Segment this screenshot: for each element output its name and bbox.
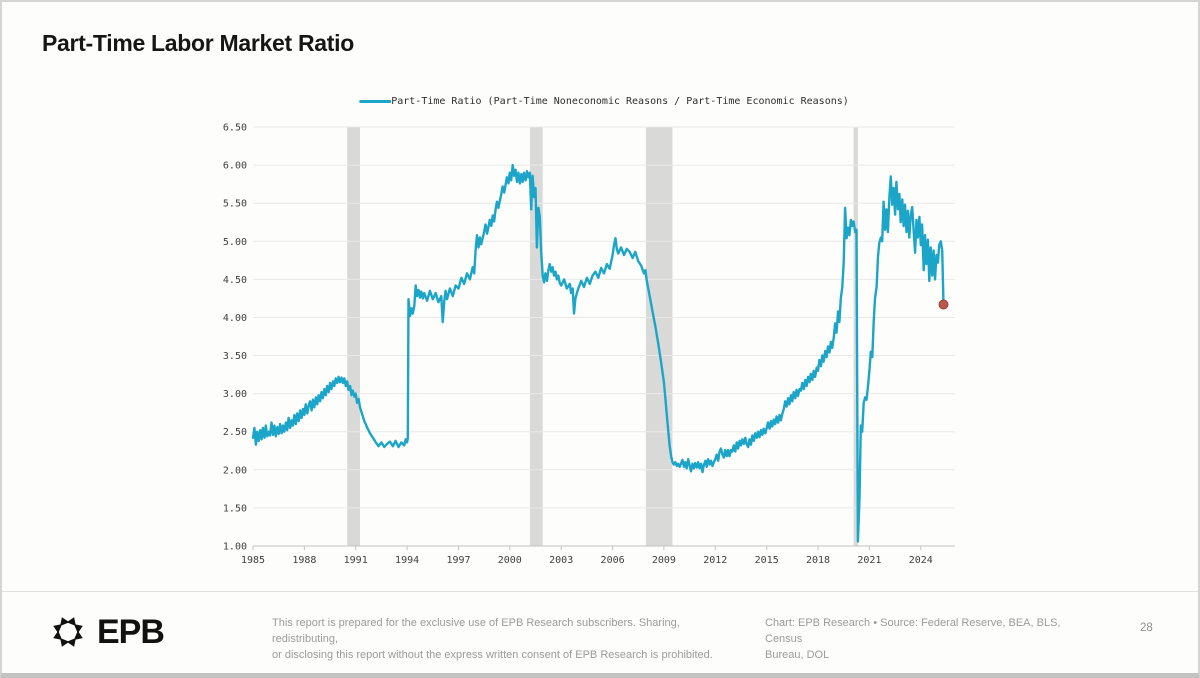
svg-text:2018: 2018 — [806, 555, 830, 566]
x-axis-labels: 1985 1988 1991 1994 1997 2000 2003 2006 2009 2012… — [241, 555, 933, 566]
svg-text:2024: 2024 — [909, 555, 933, 566]
footer-divider — [2, 591, 1198, 592]
source-note: Chart: EPB Research • Source: Federal Re… — [765, 615, 1095, 663]
svg-text:1.00: 1.00 — [223, 542, 247, 553]
svg-text:2000: 2000 — [498, 555, 522, 566]
svg-text:2021: 2021 — [857, 555, 881, 566]
page-title: Part-Time Labor Market Ratio — [42, 30, 354, 56]
svg-text:2003: 2003 — [549, 555, 573, 566]
svg-text:1.50: 1.50 — [223, 503, 247, 514]
svg-text:5.00: 5.00 — [223, 237, 247, 248]
svg-text:2.50: 2.50 — [223, 427, 247, 438]
logo-triangle — [66, 617, 76, 627]
epb-logo: EPB — [48, 608, 165, 656]
svg-text:1985: 1985 — [241, 555, 265, 566]
logo-triangle — [66, 637, 76, 647]
disclaimer-line-1: This report is prepared for the exclusiv… — [272, 617, 680, 645]
logo-triangle — [73, 630, 83, 640]
logo-triangle — [53, 624, 63, 634]
logo-triangle — [53, 630, 63, 640]
y-axis-labels: 1.00 1.50 2.00 2.50 3.00 3.50 4.00 4.50 5.00 5.50… — [223, 123, 247, 553]
source-line-2: Bureau, DOL — [765, 649, 830, 661]
logo-triangle — [73, 624, 83, 634]
disclaimer-text: This report is prepared for the exclusiv… — [272, 615, 742, 663]
svg-text:2015: 2015 — [755, 555, 779, 566]
svg-text:4.00: 4.00 — [223, 313, 247, 324]
svg-text:3.00: 3.00 — [223, 389, 247, 400]
source-line-1: Chart: EPB Research • Source: Federal Re… — [765, 617, 1061, 645]
epb-logo-text: EPB — [97, 612, 165, 651]
svg-text:4.50: 4.50 — [223, 275, 247, 286]
latest-value-dot — [938, 299, 949, 310]
recession-bands — [347, 127, 858, 546]
svg-text:2009: 2009 — [652, 555, 676, 566]
x-axis — [252, 545, 955, 550]
svg-text:1994: 1994 — [395, 555, 419, 566]
disclaimer-line-2: or disclosing this report without the ex… — [272, 649, 713, 661]
legend-label: Part-Time Ratio (Part-Time Noneconomic R… — [391, 96, 849, 107]
svg-text:1991: 1991 — [344, 555, 368, 566]
svg-text:1997: 1997 — [446, 555, 470, 566]
svg-text:6.00: 6.00 — [223, 161, 247, 172]
svg-text:6.50: 6.50 — [223, 123, 247, 134]
svg-text:1988: 1988 — [292, 555, 316, 566]
svg-text:2006: 2006 — [601, 555, 625, 566]
logo-triangle — [60, 617, 70, 627]
logo-triangle — [60, 637, 70, 647]
legend-line-swatch — [359, 100, 392, 103]
epb-logo-icon — [53, 617, 83, 647]
chart-legend: Part-Time Ratio (Part-Time Noneconomic R… — [359, 96, 849, 107]
series-line — [251, 163, 945, 543]
svg-text:3.50: 3.50 — [223, 351, 247, 362]
svg-text:2012: 2012 — [703, 555, 727, 566]
svg-text:2.00: 2.00 — [223, 465, 247, 476]
svg-text:5.50: 5.50 — [223, 199, 247, 210]
page-number: 28 — [1140, 622, 1153, 634]
